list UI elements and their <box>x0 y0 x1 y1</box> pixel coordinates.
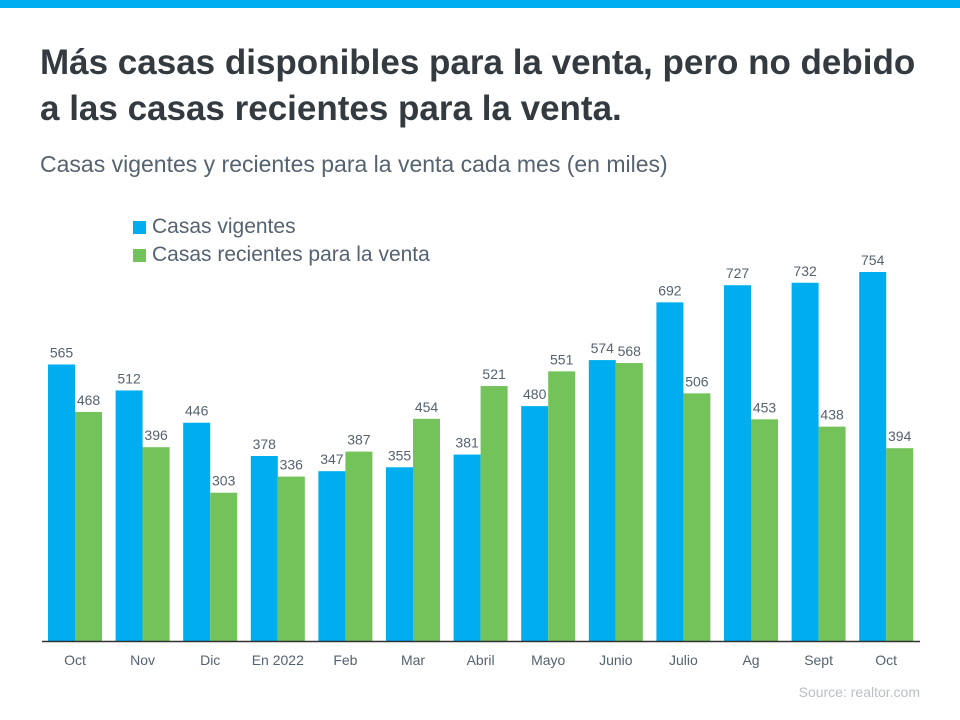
data-label: 565 <box>50 344 74 360</box>
data-label: 551 <box>550 351 574 367</box>
data-label: 378 <box>253 436 277 452</box>
data-label: 521 <box>482 366 506 382</box>
data-label: 732 <box>793 263 817 279</box>
data-label: 347 <box>320 451 344 467</box>
data-label: 506 <box>685 373 709 389</box>
bar-vigentes <box>48 364 75 641</box>
bar-recientes <box>548 371 576 641</box>
data-label: 512 <box>117 370 141 386</box>
bar-vigentes <box>791 282 819 641</box>
bar-recientes <box>615 363 643 641</box>
data-label: 727 <box>726 265 750 281</box>
data-label: 387 <box>347 432 371 448</box>
top-accent-stripe <box>0 0 960 8</box>
bar-recientes <box>210 492 238 641</box>
bar-vigentes <box>318 471 346 641</box>
legend-label: Casas recientes para la venta <box>152 243 430 266</box>
bar-recientes <box>480 386 508 641</box>
bar-vigentes <box>453 454 481 641</box>
bar-recientes <box>345 451 373 641</box>
x-tick-label: Feb <box>333 652 357 668</box>
data-label: 568 <box>618 343 642 359</box>
data-label: 438 <box>820 407 844 423</box>
x-tick-label: Sept <box>804 652 833 668</box>
data-label: 394 <box>888 428 912 444</box>
legend-swatch-recientes <box>133 248 146 262</box>
x-tick-label: Ag <box>742 652 759 668</box>
x-tick-label: Julio <box>669 652 698 668</box>
x-tick-label: Oct <box>875 652 897 668</box>
bar-recientes <box>818 426 846 641</box>
legend-swatch-vigentes <box>133 220 146 234</box>
legend: Casas vigentes Casas recientes para la v… <box>133 213 430 269</box>
data-label: 754 <box>861 252 885 268</box>
bar-recientes <box>142 447 170 641</box>
legend-item-recientes: Casas recientes para la venta <box>133 241 430 269</box>
source-note: Source: realtor.com <box>798 684 920 700</box>
data-label: 446 <box>185 403 209 419</box>
x-tick-label: Mar <box>401 652 425 668</box>
data-label: 336 <box>280 457 304 473</box>
data-label: 454 <box>415 399 439 415</box>
bar-vigentes <box>250 456 278 641</box>
bar-vigentes <box>521 406 549 641</box>
data-label: 453 <box>753 399 777 415</box>
bar-recientes <box>751 419 778 641</box>
x-tick-label: En 2022 <box>252 652 304 668</box>
data-label: 692 <box>658 282 682 298</box>
data-label: 303 <box>212 473 236 489</box>
data-label: 480 <box>523 386 547 402</box>
data-label: 355 <box>388 447 412 463</box>
data-label: 396 <box>144 427 168 443</box>
x-tick-label: Junio <box>599 652 633 668</box>
bar-recientes <box>886 448 914 641</box>
x-tick-label: Oct <box>64 652 86 668</box>
bar-vigentes <box>386 467 413 641</box>
x-tick-label: Abril <box>467 652 495 668</box>
data-label: 574 <box>591 340 615 356</box>
bar-vigentes <box>115 390 143 641</box>
chart-subtitle: Casas vigentes y recientes para la venta… <box>40 151 668 177</box>
bar-recientes <box>413 418 440 641</box>
bar-recientes <box>277 476 305 641</box>
legend-label: Casas vigentes <box>152 215 296 238</box>
bar-vigentes <box>724 285 751 641</box>
x-tick-label: Mayo <box>531 652 565 668</box>
page-title: Más casas disponibles para la venta, per… <box>40 43 916 128</box>
bar-vigentes <box>859 272 887 641</box>
data-label: 381 <box>455 435 479 451</box>
legend-item-vigentes: Casas vigentes <box>133 213 430 241</box>
bar-vigentes <box>656 302 684 641</box>
bar-recientes <box>683 393 711 641</box>
data-label: 468 <box>77 392 101 408</box>
bar-vigentes <box>588 360 616 641</box>
bar-vigentes <box>183 422 211 641</box>
x-tick-label: Dic <box>200 652 220 668</box>
bar-recientes <box>75 411 102 641</box>
x-tick-label: Nov <box>130 652 155 668</box>
